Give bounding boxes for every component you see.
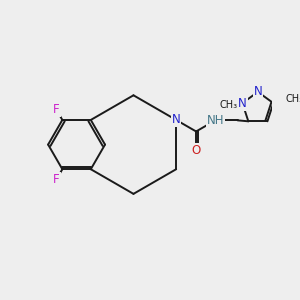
Text: NH: NH <box>207 114 224 127</box>
Text: CH₃: CH₃ <box>220 100 238 110</box>
Text: O: O <box>191 144 201 157</box>
Text: CH₃: CH₃ <box>285 94 300 104</box>
Text: N: N <box>172 113 181 126</box>
Text: F: F <box>53 173 60 186</box>
Text: N: N <box>254 85 262 98</box>
Text: N: N <box>238 97 247 110</box>
Text: F: F <box>53 103 60 116</box>
